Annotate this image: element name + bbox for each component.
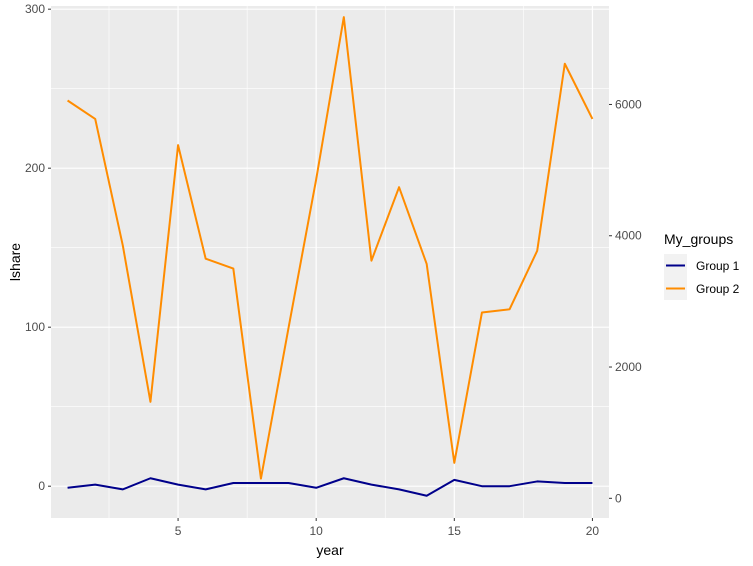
x-axis: 5 10 15 20 [175,518,600,538]
y-tick-label: 300 [25,2,45,16]
y-tick-label: 100 [25,320,45,334]
x-tick-label: 10 [310,524,324,538]
grid-major [51,6,609,518]
plot-panel [51,6,609,518]
y-axis-right: 0 2000 4000 6000 [609,97,642,505]
legend: My_groups Group 1 Group 2 [664,231,740,300]
x-tick-label: 20 [586,524,600,538]
y-tick-label: 0 [38,479,45,493]
x-axis-title: year [316,542,344,558]
legend-keys: Group 1 Group 2 [664,254,740,300]
legend-title: My_groups [664,231,733,247]
x-tick-label: 5 [175,524,182,538]
y2-tick-label: 4000 [615,229,642,243]
y2-tick-label: 6000 [615,97,642,111]
y2-tick-label: 0 [615,491,622,505]
legend-label-group-1: Group 1 [696,259,740,273]
legend-label-group-2: Group 2 [696,282,740,296]
y-tick-label: 200 [25,161,45,175]
x-tick-label: 15 [448,524,462,538]
series-line-group-1 [67,477,593,497]
y2-tick-label: 2000 [615,360,642,374]
y-axis-left: 0 100 200 300 [25,2,51,493]
y-axis-title: lshare [7,243,23,281]
grid-minor [51,6,609,518]
series-line-group-2 [67,16,594,480]
series-lines [67,16,594,497]
